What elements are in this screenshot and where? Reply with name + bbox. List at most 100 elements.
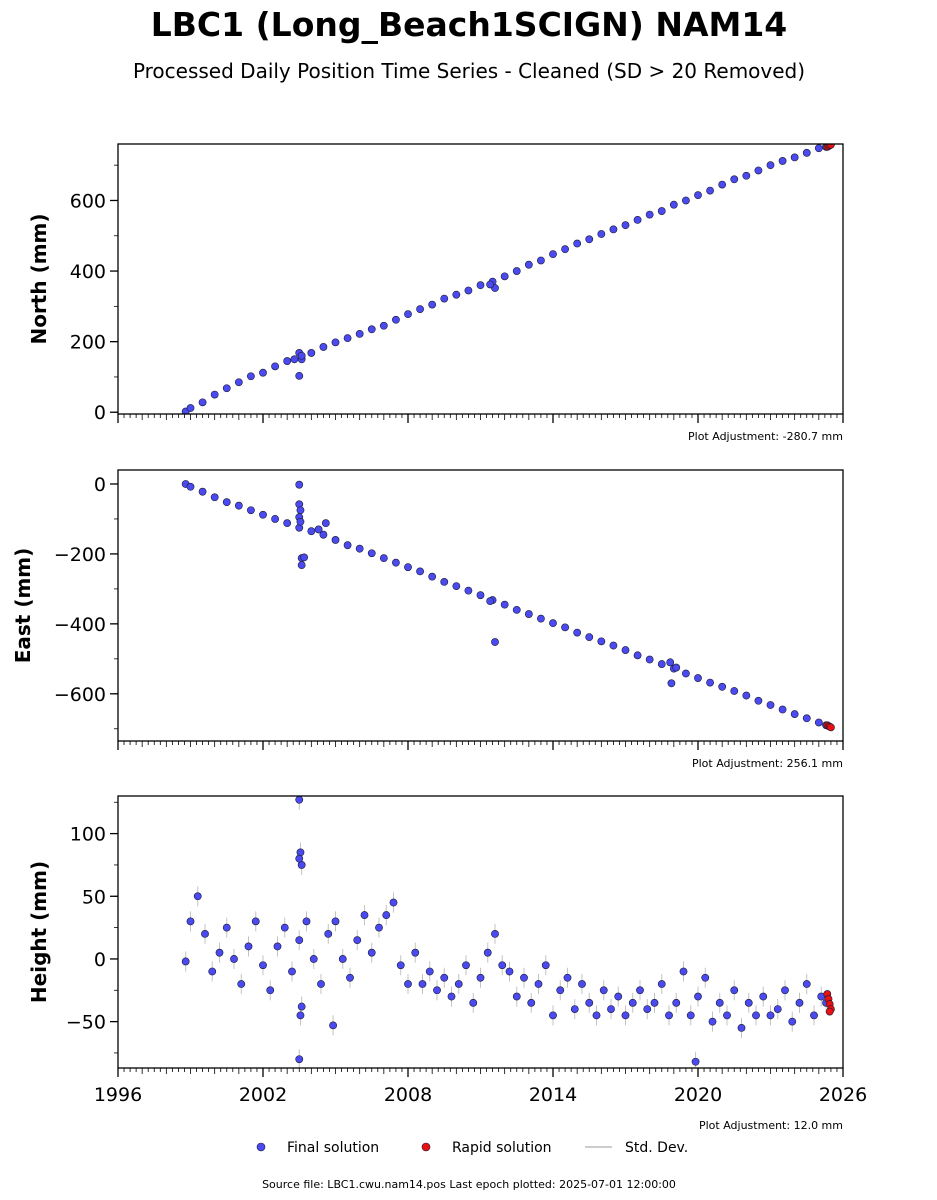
final-point [491,929,499,938]
final-point [300,553,308,562]
final-point [766,1011,775,1020]
panel-2-frame [117,469,844,742]
final-point [633,215,642,224]
final-point [672,998,681,1007]
final-point [592,1011,601,1020]
final-point [346,973,354,982]
final-point [665,1011,673,1020]
final-point [283,357,292,365]
final-point [404,980,412,988]
final-point [433,986,441,995]
final-point [469,998,478,1007]
panel-2-data [181,480,835,732]
final-point [788,1017,797,1026]
final-point [715,998,724,1007]
final-point [379,554,388,563]
final-point [766,701,775,709]
final-point [682,196,690,205]
y-axis-label: East (mm) [11,548,35,664]
y-tick-label: 400 [70,261,106,283]
final-point [686,1011,695,1020]
final-point [295,854,304,863]
chart-title: LBC1 (Long_Beach1SCIGN) NAM14 [151,5,788,44]
final-point [317,980,325,988]
final-point [198,398,207,407]
y-tick-label: 600 [70,190,106,212]
final-point [309,955,318,963]
final-point [462,961,470,970]
panels: 0 200 400 600 North (mm) Plot Adjustment: -28… [11,143,867,1132]
y-tick-label: 0 [94,474,106,496]
final-point [512,992,521,1001]
final-point [778,705,787,714]
x-tick-label: 1996 [94,1084,142,1106]
final-point [389,898,398,907]
final-point [288,967,296,976]
final-point [778,157,787,165]
final-point [295,480,304,489]
final-point [201,929,209,938]
final-point [215,948,224,957]
final-point [781,986,789,995]
final-point [730,687,739,695]
final-point [464,286,473,295]
final-point [280,923,289,932]
final-point [353,936,362,945]
rapid-point [825,1007,834,1016]
final-point [440,973,449,982]
final-point [392,315,400,324]
final-point [355,329,364,338]
final-point [307,349,316,357]
final-point [667,679,676,688]
final-point [411,948,420,957]
x-tick-label: 2026 [819,1084,867,1106]
y-tick-label: −200 [54,544,106,566]
final-point [730,986,739,995]
final-point [343,541,352,550]
final-point [343,334,352,343]
final-point [404,563,412,572]
final-point [428,300,437,309]
final-point [454,980,463,988]
final-point [730,175,739,184]
final-point [694,992,702,1001]
y-tick-label: −50 [66,1012,106,1034]
final-point [486,597,495,606]
final-point [440,577,449,586]
final-point [297,561,306,570]
final-point [759,992,768,1001]
final-point [744,998,753,1007]
final-point [570,1005,579,1013]
y-tick-label: 0 [94,402,106,424]
final-point [814,144,823,153]
final-point [790,153,799,162]
final-point [657,207,666,215]
final-point [609,641,618,650]
final-point [766,161,775,170]
final-point [237,980,246,988]
y-axis-label: North (mm) [27,213,51,344]
final-point [614,992,623,1001]
final-point [556,986,565,995]
final-point [234,378,243,387]
final-point [500,600,509,609]
final-point [636,986,644,995]
final-point [331,338,340,347]
final-point [754,166,763,175]
plot-adjustment-note: Plot Adjustment: 256.1 mm [692,757,843,770]
final-point [563,973,572,982]
panel-2: 0 −200 −400 −600 East (mm) Plot Adjustment: 2… [11,469,844,770]
final-point [324,929,333,938]
final-point [723,1011,731,1020]
legend-final-label: Final solution [287,1140,379,1156]
final-point [329,1021,337,1030]
final-point [708,1017,717,1026]
final-point [367,948,376,957]
final-point [585,998,594,1007]
source-footnote: Source file: LBC1.cwu.nam14.pos Last epo… [262,1178,676,1191]
final-point [790,710,799,718]
final-point [208,967,217,976]
final-point [561,623,569,632]
final-point [679,967,688,976]
final-point [810,1011,818,1020]
